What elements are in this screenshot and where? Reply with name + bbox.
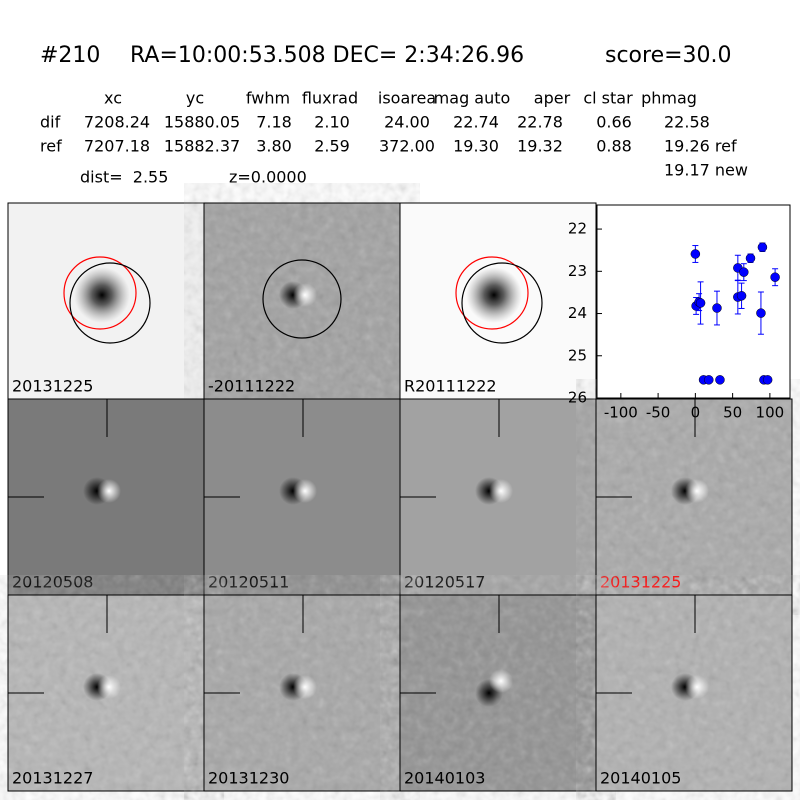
table-cell: 19.26 ref	[664, 137, 737, 156]
point	[736, 291, 747, 301]
table-cell: 19.32	[517, 137, 563, 156]
score: score=30.0	[605, 43, 732, 68]
pos-lobe	[293, 283, 317, 307]
object-id: #210	[40, 43, 100, 68]
column-header: cl star	[583, 89, 633, 108]
y-tick-label: 23	[568, 262, 587, 280]
pos-lobe	[97, 479, 121, 503]
x-tick-label: 100	[756, 404, 785, 422]
panel-label: R20111222	[404, 377, 497, 396]
table-cell: 372.00	[379, 137, 435, 156]
panel-label: 20131225	[12, 377, 93, 396]
pos-lobe	[293, 479, 317, 503]
column-header: isoarea	[378, 89, 436, 108]
x-tick-label: 0	[691, 404, 701, 422]
table-cell: 22.58	[664, 113, 710, 132]
row-label: ref	[40, 137, 62, 156]
table-cell: 22.74	[453, 113, 499, 132]
table-cell: 22.78	[517, 113, 563, 132]
source	[74, 267, 130, 323]
x-tick-label: -50	[646, 404, 671, 422]
det-circle	[69, 262, 151, 344]
coordinates: RA=10:00:53.508 DEC= 2:34:26.96	[130, 43, 524, 68]
image-panel: -20111222	[203, 202, 401, 400]
det-circle	[461, 262, 543, 344]
distance: dist= 2.55	[80, 168, 168, 187]
image-panel: 20120508	[7, 398, 205, 596]
table-cell: 7207.18	[84, 137, 150, 156]
ref-circle	[63, 256, 137, 330]
column-header: phmag	[641, 89, 697, 108]
column-header: aper	[534, 89, 571, 108]
panel-label: 20120511	[208, 573, 289, 592]
x-tick-label: -100	[604, 404, 638, 422]
point	[712, 303, 722, 313]
table-cell: 15880.05	[164, 113, 240, 132]
new-mag: 19.17 new	[664, 161, 748, 180]
point	[762, 375, 773, 385]
y-tick-label: 26	[568, 389, 587, 407]
point	[704, 375, 714, 385]
image-panel: R20111222	[399, 202, 597, 400]
table-cell: 15882.37	[164, 137, 240, 156]
point	[695, 298, 706, 308]
table-cell: 2.59	[314, 137, 350, 156]
pos-lobe	[685, 675, 709, 699]
table-cell: 24.00	[384, 113, 430, 132]
plot-bg	[596, 204, 791, 399]
image-panel: 20131227	[7, 594, 205, 792]
column-header: fluxrad	[302, 89, 358, 108]
pos-lobe	[293, 675, 317, 699]
y-tick-label: 22	[568, 220, 587, 238]
pos-lobe	[489, 479, 513, 503]
point	[690, 249, 701, 259]
ref-circle	[455, 256, 529, 330]
source	[466, 267, 522, 323]
image-panel: 20140105	[595, 594, 793, 792]
table-cell: 7208.24	[84, 113, 150, 132]
panel-frame	[595, 594, 793, 792]
image-panel: 20131225	[595, 398, 793, 596]
table-cell: 2.10	[314, 113, 350, 132]
panel-label: 20131225	[600, 573, 681, 592]
redshift: z=0.0000	[229, 168, 307, 187]
image-panel: 20131230	[203, 594, 401, 792]
image-panel: 20120517	[399, 398, 597, 596]
panel-label: 20140103	[404, 769, 485, 788]
panel-label: 20131227	[12, 769, 93, 788]
image-panel: 20120511	[203, 398, 401, 596]
table-cell: 7.18	[256, 113, 292, 132]
table-cell: 19.30	[453, 137, 499, 156]
point	[770, 272, 780, 282]
y-tick-label: 24	[568, 304, 587, 322]
panel-label: 20131230	[208, 769, 289, 788]
point	[756, 308, 766, 318]
panel-label: 20120508	[12, 573, 93, 592]
image-panel: 20131225	[7, 202, 205, 400]
column-header: yc	[186, 89, 204, 108]
point	[757, 242, 768, 252]
point	[739, 267, 749, 277]
panel-label: 20140105	[600, 769, 681, 788]
y-tick-label: 25	[568, 346, 587, 364]
point	[715, 375, 725, 385]
column-header: fwhm	[246, 89, 290, 108]
column-header: xc	[104, 89, 122, 108]
pos-lobe	[97, 675, 121, 699]
det-circle	[262, 259, 342, 339]
image-panel: 20140103	[399, 594, 597, 792]
pos-lobe	[489, 669, 513, 693]
point	[745, 253, 756, 263]
table-cell: 0.66	[596, 113, 632, 132]
row-label: dif	[40, 113, 61, 132]
x-tick-label: 50	[723, 404, 742, 422]
table-cell: 3.80	[256, 137, 292, 156]
panel-label: -20111222	[208, 377, 295, 396]
panel-label: 20120517	[404, 573, 485, 592]
pos-lobe	[685, 479, 709, 503]
column-header: mag auto	[434, 89, 511, 108]
table-cell: 0.88	[596, 137, 632, 156]
